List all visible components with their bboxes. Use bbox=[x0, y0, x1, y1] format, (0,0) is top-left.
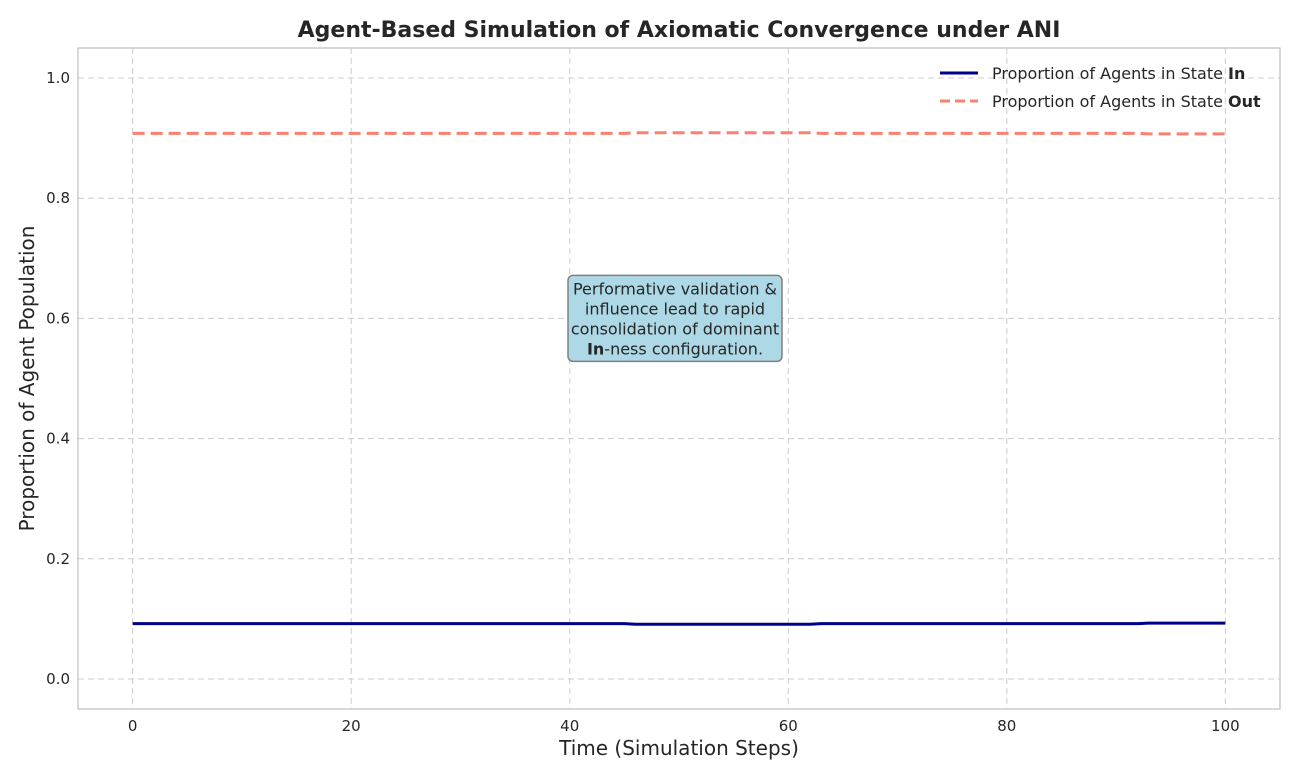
x-tick-label: 0 bbox=[128, 717, 138, 735]
series-line-in bbox=[132, 621, 1226, 626]
y-tick-label: 0.0 bbox=[46, 670, 70, 688]
x-tick-label: 80 bbox=[997, 717, 1016, 735]
y-axis-label: Proportion of Agent Population bbox=[15, 226, 39, 532]
legend-label-out: Proportion of Agents in State Out bbox=[992, 92, 1261, 111]
x-axis-label: Time (Simulation Steps) bbox=[558, 736, 799, 760]
x-tick-label: 40 bbox=[560, 717, 579, 735]
y-tick-label: 0.4 bbox=[46, 430, 70, 448]
annotation-line: Performative validation & bbox=[573, 279, 777, 298]
plot-area bbox=[78, 48, 1280, 709]
y-tick-label: 0.6 bbox=[46, 309, 70, 327]
series-line-out bbox=[132, 131, 1226, 136]
y-tick-label: 0.8 bbox=[46, 189, 70, 207]
x-tick-label: 20 bbox=[342, 717, 361, 735]
annotation-line: In-ness configuration. bbox=[587, 339, 763, 358]
y-tick-label: 1.0 bbox=[46, 69, 70, 87]
y-tick-label: 0.2 bbox=[46, 550, 70, 568]
axes-frame bbox=[77, 47, 1281, 710]
annotation-line: influence lead to rapid bbox=[585, 299, 765, 318]
annotation-box bbox=[567, 274, 783, 363]
annotation-line: consolidation of dominant bbox=[571, 319, 779, 338]
x-tick-label: 100 bbox=[1211, 717, 1240, 735]
chart-title: Agent-Based Simulation of Axiomatic Conv… bbox=[298, 18, 1061, 43]
legend-label-in: Proportion of Agents in State In bbox=[992, 64, 1245, 83]
x-tick-label: 60 bbox=[779, 717, 798, 735]
